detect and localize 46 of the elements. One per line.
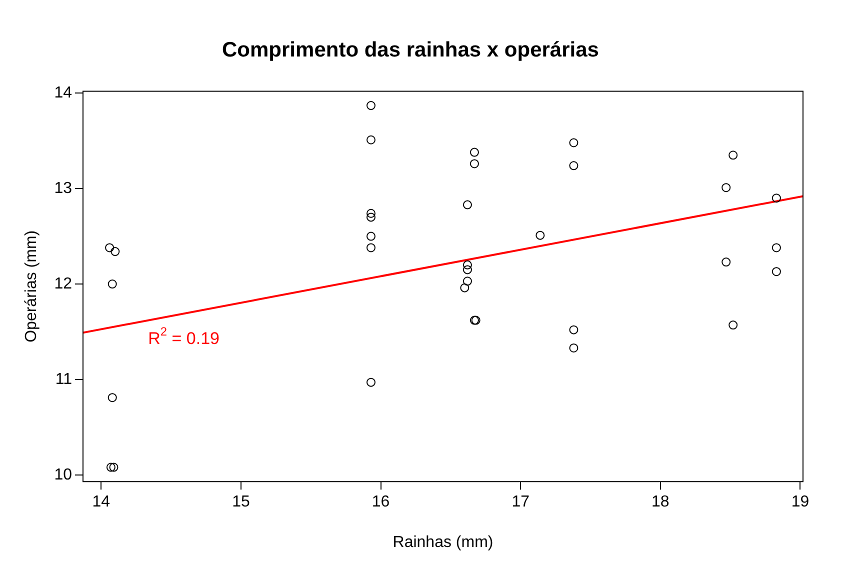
x-tick-label: 14 — [92, 494, 110, 511]
x-tick-label: 17 — [512, 494, 530, 511]
point — [470, 159, 479, 168]
point — [366, 135, 376, 144]
point — [462, 260, 472, 270]
y-tick-label: 13 — [54, 180, 72, 197]
point — [108, 393, 117, 402]
point — [366, 208, 376, 218]
point — [536, 230, 545, 240]
point — [772, 194, 781, 203]
point — [569, 343, 578, 352]
point — [569, 138, 578, 148]
point — [108, 280, 117, 289]
point — [110, 247, 120, 256]
point — [109, 462, 118, 472]
point — [366, 378, 376, 387]
point — [722, 183, 731, 192]
y-tick-label: 14 — [54, 84, 72, 102]
x-tick-label: 15 — [232, 494, 250, 511]
point — [105, 243, 114, 252]
y-tick-label: 10 — [54, 466, 72, 484]
x-tick-label: 16 — [372, 494, 390, 511]
point — [460, 283, 470, 292]
point — [569, 161, 578, 170]
point — [366, 232, 376, 241]
point — [722, 258, 731, 267]
x-tick-label: 18 — [652, 494, 670, 511]
y-axis-title: Operárias (mm) — [23, 230, 40, 342]
chart-title: Comprimento das rainhas x operárias — [222, 38, 599, 62]
point — [462, 276, 472, 286]
point — [462, 200, 472, 210]
point — [728, 320, 738, 330]
y-tick-label: 11 — [55, 370, 72, 388]
point — [106, 462, 116, 472]
point — [470, 148, 479, 157]
y-tick-label: 12 — [54, 275, 72, 292]
point — [772, 243, 781, 252]
point — [772, 267, 781, 276]
point — [366, 101, 376, 110]
point — [728, 150, 738, 160]
x-axis-title: Rainhas (mm) — [392, 534, 494, 551]
x-tick-label: 19 — [791, 494, 810, 511]
point — [569, 325, 578, 334]
point — [366, 243, 376, 252]
point — [366, 212, 376, 222]
point — [462, 265, 472, 274]
